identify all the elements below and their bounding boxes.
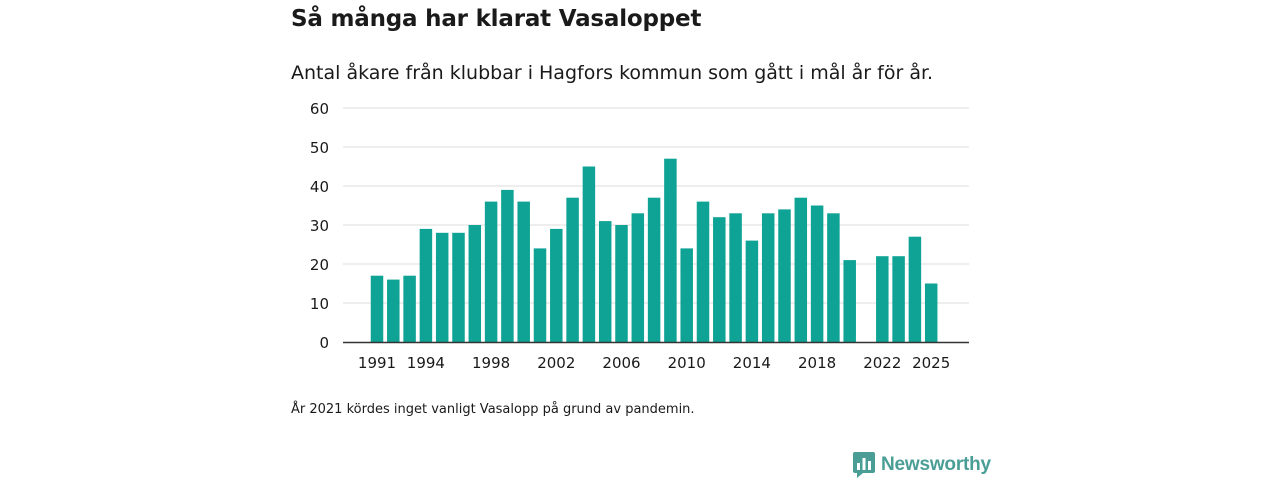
y-tick-label-60: 60 [310,100,329,118]
x-tick-label-2022: 2022 [863,354,901,372]
newsworthy-logo-icon [853,452,875,478]
bar-2025 [924,283,938,342]
bar-2007 [631,213,645,342]
chart-subtitle: Antal åkare från klubbar i Hagfors kommu… [291,62,934,84]
bar-1995 [435,232,449,342]
x-tick-label-1991: 1991 [358,354,396,372]
bar-2012 [713,217,726,342]
bar-2017 [794,197,808,342]
x-tick-label-1994: 1994 [407,354,445,372]
x-tick-label-1998: 1998 [472,354,510,372]
bar-2006 [615,225,628,342]
y-axis-ticks: 0 10 20 30 40 50 60 [310,100,329,352]
footnote: År 2021 kördes inget vanligt Vasalopp på… [291,402,695,417]
bar-2002 [550,228,563,342]
bar-2003 [566,197,579,342]
bar-2018 [810,205,824,342]
bar-1998 [484,201,498,342]
x-tick-label-2010: 2010 [668,354,706,372]
bar-2015 [761,213,775,342]
bar-1996 [452,232,465,342]
y-tick-label-30: 30 [310,217,329,235]
bar-2008 [647,197,661,342]
bar-2009 [664,158,677,342]
x-tick-label-2014: 2014 [733,354,771,372]
bar-1994 [419,228,433,342]
y-tick-label-0: 0 [319,334,329,352]
x-tick-label-2018: 2018 [798,354,836,372]
bars [370,158,938,342]
bar-2024 [908,236,922,342]
bar-2011 [696,201,710,342]
bar-2005 [598,221,612,342]
bar-1993 [403,275,416,342]
y-tick-label-10: 10 [310,295,329,313]
bar-2020 [843,260,856,342]
bar-1992 [387,279,400,342]
bar-2001 [533,248,547,342]
chart-title: Så många har klarat Vasaloppet [291,6,702,32]
bar-2014 [745,240,759,342]
bar-2022 [876,256,889,342]
x-axis-ticks: 1991 1994 1998 2002 2006 2010 2014 2018 2022 2025 [358,354,950,372]
x-tick-label-2025: 2025 [912,354,950,372]
bar-2013 [729,213,742,342]
y-tick-label-50: 50 [310,139,329,157]
bar-2004 [582,166,596,342]
x-tick-label-2006: 2006 [602,354,640,372]
bar-2000 [517,201,530,342]
newsworthy-logo[interactable]: Newsworthy [853,452,991,478]
logo-text: Newsworthy [881,454,991,475]
bar-1991 [370,275,384,342]
x-tick-label-2002: 2002 [537,354,575,372]
y-tick-label-40: 40 [310,178,329,196]
bar-2019 [827,213,840,342]
bar-chart: 0 10 20 30 40 50 60 1991 1994 1998 2002 2006 2010 20… [310,100,969,372]
bar-2023 [892,256,905,342]
bar-1997 [468,225,482,342]
y-tick-label-20: 20 [310,256,329,274]
bar-1999 [501,189,514,342]
bar-2010 [680,248,693,342]
bar-2016 [778,209,791,342]
